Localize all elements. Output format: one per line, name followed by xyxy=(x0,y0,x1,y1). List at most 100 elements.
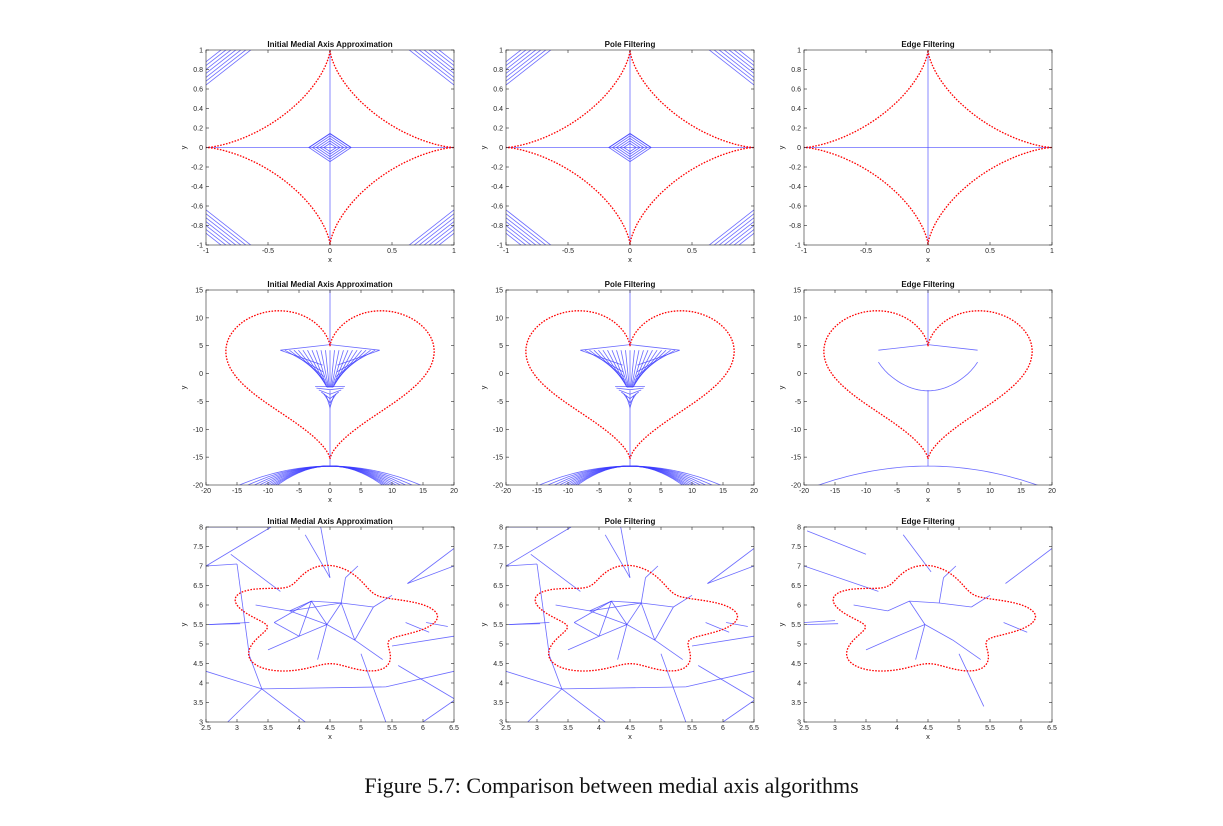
medial-axis-corner-line xyxy=(408,209,454,245)
x-tick-label: 5 xyxy=(359,725,363,732)
chart-panel-6: -20 -15 -10 -5 0 5 10 15 20 -20 -15 -10 -5 0 5 10 15 Edge… xyxy=(777,280,1056,504)
y-tick-label: -15 xyxy=(193,455,203,462)
medial-axis-corner-line xyxy=(423,50,454,74)
x-tick-label: -1 xyxy=(503,248,509,255)
medial-axis-pole-edge xyxy=(340,602,356,641)
x-axis-label: x xyxy=(926,255,930,264)
y-tick-label: 15 xyxy=(793,288,801,295)
medial-axis-branch xyxy=(311,600,342,604)
medial-axis-diamond xyxy=(611,135,648,160)
medial-axis-exterior xyxy=(506,563,538,567)
medial-axis-branch xyxy=(626,624,655,641)
medial-axis-fan xyxy=(320,350,329,388)
y-axis-label: y xyxy=(777,622,786,626)
x-tick-label: 6.5 xyxy=(449,725,459,732)
x-tick-label: 15 xyxy=(1017,488,1025,495)
medial-axis-corner-line xyxy=(206,50,237,74)
chart-panel-5: -20 -15 -10 -5 0 5 10 15 20 -20 -15 -10 -5 0 5 10 15 Pole… xyxy=(479,280,758,504)
medial-axis-exterior xyxy=(549,655,563,690)
x-tick-label: 15 xyxy=(419,488,427,495)
medial-axis-exterior xyxy=(561,688,606,722)
medial-axis-pole-edge xyxy=(574,600,612,623)
medial-axis-diamond xyxy=(619,140,641,155)
y-tick-label: -20 xyxy=(791,483,801,490)
x-tick-label: 5.5 xyxy=(985,725,995,732)
medial-axis-exterior xyxy=(691,635,754,647)
y-tick-label: 0 xyxy=(499,371,503,378)
medial-axis-exterior xyxy=(230,553,281,592)
medial-axis-diamond xyxy=(615,137,644,158)
medial-axis-fan xyxy=(334,349,362,384)
y-tick-label: 0.4 xyxy=(193,106,203,113)
medial-axis-corner-line xyxy=(718,50,754,78)
medial-axis-corner-line xyxy=(506,50,537,74)
medial-axis-corner-line xyxy=(728,225,754,245)
x-tick-label: 0.5 xyxy=(387,248,397,255)
medial-axis-exterior xyxy=(536,563,550,656)
y-tick-label: 0.8 xyxy=(791,67,801,74)
y-tick-label: -20 xyxy=(193,483,203,490)
y-tick-label: 6.5 xyxy=(193,583,203,590)
y-tick-label: 6 xyxy=(797,603,801,610)
medial-axis-corner-line xyxy=(418,50,454,78)
x-tick-label: 5 xyxy=(659,488,663,495)
medial-axis-exterior xyxy=(422,700,454,722)
x-tick-label: 5 xyxy=(957,488,961,495)
x-axis-label: x xyxy=(328,255,332,264)
y-axis-label: y xyxy=(179,385,188,389)
medial-axis-pole-edge xyxy=(354,606,374,641)
medial-axis-branch xyxy=(298,624,328,637)
medial-axis-corner-line xyxy=(506,50,552,86)
medial-axis-fan xyxy=(307,350,327,388)
medial-axis-branch xyxy=(611,600,642,604)
medial-axis-diamond xyxy=(315,137,344,158)
x-tick-label: 5.5 xyxy=(687,725,697,732)
y-tick-label: 3 xyxy=(499,720,503,727)
medial-axis-fan xyxy=(637,349,680,366)
medial-axis-corner-line xyxy=(418,217,454,245)
y-tick-label: -0.8 xyxy=(491,223,503,230)
y-tick-label: -0.2 xyxy=(191,165,203,172)
x-tick-label: 6 xyxy=(1019,725,1023,732)
y-tick-label: 10 xyxy=(793,315,801,322)
medial-axis-exterior xyxy=(206,527,272,567)
y-tick-label: 0 xyxy=(797,371,801,378)
chart-title: Edge Filtering xyxy=(901,280,954,289)
x-tick-label: -0.5 xyxy=(562,248,574,255)
chart-panel-8: 2.5 3 3.5 4 4.5 5 5.5 6 6.533.544.555.566.577.58… xyxy=(479,517,759,741)
medial-axis-exterior xyxy=(261,686,386,690)
medial-axis-pole-edge xyxy=(289,610,328,625)
medial-axis-pole-edge xyxy=(626,602,642,625)
medial-axis-exterior xyxy=(561,686,686,690)
x-tick-label: 2.5 xyxy=(799,725,809,732)
x-tick-label: 4.5 xyxy=(325,725,335,732)
medial-axis-branch xyxy=(939,602,972,608)
chart-title: Pole Filtering xyxy=(605,40,656,49)
medial-axis-pole-edge xyxy=(589,602,642,612)
y-tick-label: -10 xyxy=(791,427,801,434)
medial-axis-exterior xyxy=(804,565,879,592)
x-tick-label: 6 xyxy=(721,725,725,732)
medial-axis-exterior xyxy=(806,530,867,555)
y-axis-label: y xyxy=(479,145,488,149)
medial-axis-corner-line xyxy=(506,50,542,78)
y-tick-label: 8 xyxy=(797,525,801,532)
y-tick-label: -0.6 xyxy=(789,204,801,211)
y-tick-label: 0 xyxy=(797,145,801,152)
y-tick-label: 1 xyxy=(797,48,801,55)
medial-axis-exterior xyxy=(527,688,563,722)
y-tick-label: 10 xyxy=(195,315,203,322)
y-tick-label: -1 xyxy=(197,243,203,250)
medial-axis-bottom-arc xyxy=(269,465,391,485)
x-tick-label: 0 xyxy=(628,488,632,495)
y-tick-label: 0.4 xyxy=(493,106,503,113)
medial-axis-corner-line xyxy=(723,50,754,74)
x-tick-label: 2.5 xyxy=(501,725,511,732)
medial-axis-fan xyxy=(289,349,325,377)
medial-axis-branch xyxy=(640,577,646,604)
y-tick-label: 0.2 xyxy=(791,126,801,133)
x-tick-label: -15 xyxy=(830,488,840,495)
x-tick-label: 6 xyxy=(421,725,425,732)
plot-area xyxy=(506,50,754,245)
x-tick-label: -0.5 xyxy=(860,248,872,255)
